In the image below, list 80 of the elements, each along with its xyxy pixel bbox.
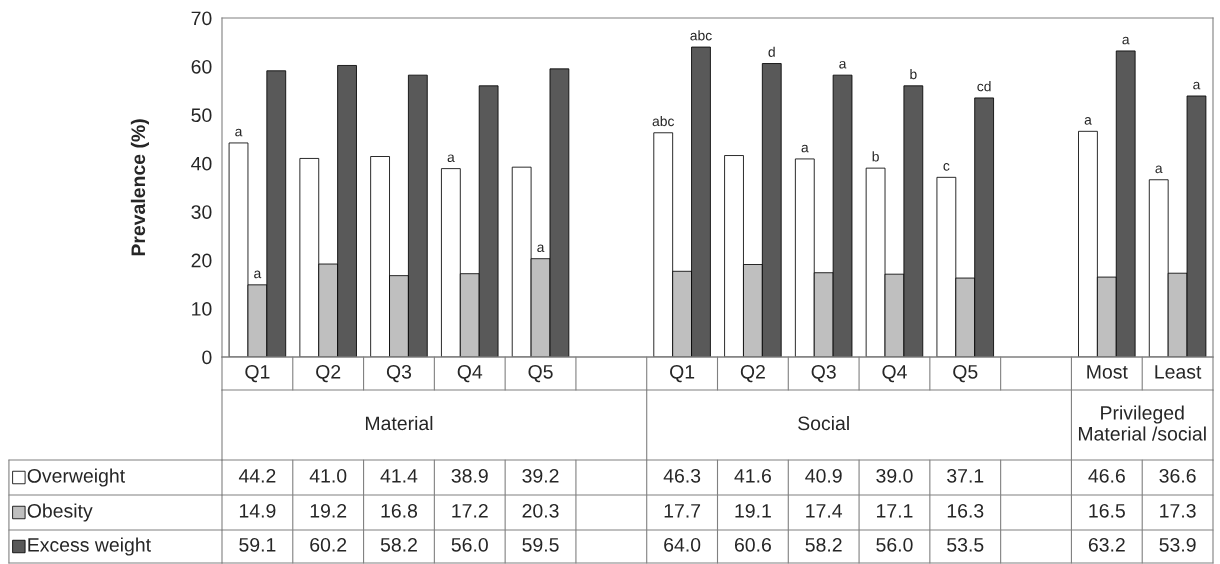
data-label: 58.2 <box>805 537 842 552</box>
data-label: 19.1 <box>735 503 771 518</box>
y-axis-title: Prevalence (%) <box>130 119 149 256</box>
annotation: a <box>1193 81 1201 90</box>
y-tick-label: 70 <box>191 11 212 26</box>
legend-label: Obesity <box>27 503 93 522</box>
annotation: a <box>537 244 545 253</box>
data-label: 37.1 <box>947 468 984 483</box>
data-label: 36.6 <box>1159 468 1196 483</box>
data-label: 17.4 <box>806 504 843 518</box>
data-label: 16.3 <box>947 503 984 518</box>
y-tick-label: 10 <box>192 302 212 316</box>
x-tick-label: Q2 <box>740 364 765 383</box>
x-tick-label: Most <box>1087 365 1128 379</box>
annotation: a <box>801 144 809 153</box>
data-label: 46.3 <box>663 468 701 483</box>
annotation: cd <box>977 81 991 92</box>
data-label: 60.2 <box>310 537 347 552</box>
data-label: 16.5 <box>1089 503 1125 518</box>
y-tick-label: 20 <box>191 253 212 268</box>
data-label: 56.0 <box>451 537 488 552</box>
data-label: 20.3 <box>522 503 559 518</box>
legend-label: Excess weight <box>28 537 151 556</box>
data-label: 56.0 <box>876 537 913 552</box>
data-label: 59.5 <box>522 537 559 552</box>
data-label: 14.9 <box>239 503 276 518</box>
x-tick-label: Q4 <box>882 364 907 383</box>
annotation: c <box>943 163 950 171</box>
annotation: a <box>839 60 847 69</box>
annotation: a <box>1084 117 1092 125</box>
x-tick-label: Q3 <box>811 364 836 383</box>
annotation: b <box>872 151 879 162</box>
x-tick-label: Q1 <box>245 364 270 383</box>
text: Material <box>365 415 433 431</box>
data-label: 17.1 <box>877 504 913 518</box>
x-tick-label: Q2 <box>316 364 341 383</box>
data-label: 44.2 <box>238 468 276 483</box>
data-label: 60.6 <box>734 537 771 552</box>
annotation: abc <box>690 30 712 41</box>
annotation: b <box>910 68 917 80</box>
data-label: 16.8 <box>381 503 418 518</box>
data-label: 63.2 <box>1088 537 1125 552</box>
data-label: 53.5 <box>947 537 984 552</box>
data-label: 40.9 <box>805 468 842 483</box>
data-label: 53.9 <box>1159 537 1196 552</box>
data-label: 17.3 <box>1160 503 1196 518</box>
y-tick-label: 60 <box>191 59 212 74</box>
data-label: 58.2 <box>380 537 417 552</box>
x-tick-label: Least <box>1155 365 1202 379</box>
y-tick-label: 30 <box>191 205 212 219</box>
annotation: a <box>254 270 262 279</box>
text: Social <box>798 415 849 431</box>
x-tick-label: Q4 <box>457 364 483 383</box>
annotation: a <box>447 154 455 162</box>
data-label: 17.2 <box>452 503 488 518</box>
text: Privileged Material /social <box>1078 405 1206 441</box>
data-label: 41.6 <box>734 468 771 483</box>
data-label: 19.2 <box>310 503 347 518</box>
y-tick-label: 40 <box>191 156 212 171</box>
data-label: 41.0 <box>309 468 347 483</box>
x-tick-label: Q1 <box>670 364 695 383</box>
annotation: a <box>1122 36 1130 45</box>
data-label: 64.0 <box>664 537 701 552</box>
y-tick-label: 50 <box>191 108 212 123</box>
x-tick-label: Q5 <box>953 364 978 383</box>
annotation: a <box>1155 165 1163 174</box>
data-label: 46.6 <box>1088 468 1125 483</box>
data-label: 41.4 <box>380 469 418 483</box>
data-label: 38.9 <box>451 468 488 483</box>
annotation: d <box>768 46 775 57</box>
data-label: 59.1 <box>239 537 276 552</box>
data-label: 17.7 <box>664 504 701 518</box>
legend-label: Overweight <box>27 468 125 487</box>
annotation: abc <box>652 115 675 127</box>
annotation: a <box>235 128 243 137</box>
x-tick-label: Q3 <box>386 364 412 383</box>
x-tick-label: Q5 <box>528 364 553 383</box>
y-tick-label: 0 <box>202 350 212 365</box>
data-label: 39.2 <box>522 468 559 483</box>
data-label: 39.0 <box>876 468 913 483</box>
